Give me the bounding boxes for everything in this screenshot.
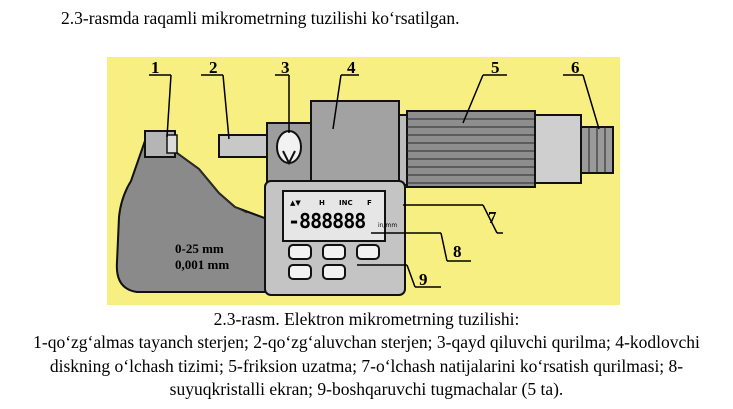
control-button xyxy=(322,264,346,280)
callout-label: 4 xyxy=(347,58,356,77)
thimble xyxy=(406,110,536,188)
callout-label: 8 xyxy=(453,242,462,261)
intro-text: 2.3-rasmda raqamli mikrometrning tuzilis… xyxy=(61,8,460,28)
lcd-readout: -888888 xyxy=(288,209,365,233)
frame-resolution-label: 0,001 mm xyxy=(175,257,229,272)
control-button xyxy=(322,244,346,260)
lcd-indicator: F xyxy=(367,199,372,207)
encoder-body xyxy=(310,100,400,188)
callout-label: 1 xyxy=(151,58,160,77)
frame-range-label: 0-25 mm xyxy=(175,241,224,256)
lcd-indicator: H xyxy=(319,199,325,207)
control-buttons xyxy=(288,244,380,280)
lcd-indicator: ▲▼ xyxy=(290,199,301,207)
figure-caption-body: 1-qo‘zg‘almas tayanch sterjen; 2-qo‘zg‘a… xyxy=(33,332,700,399)
lcd-indicator: INC xyxy=(339,199,353,207)
control-button xyxy=(356,244,380,260)
control-button xyxy=(288,244,312,260)
callout-label: 7 xyxy=(488,208,497,227)
callout-label: 3 xyxy=(281,58,290,77)
micrometer-figure: ▲▼ H INC F -888888 in/mm 0-25 mm 0,001 m… xyxy=(107,57,620,305)
lcd-unit: in/mm xyxy=(378,222,397,229)
lcd-screen xyxy=(282,190,386,242)
callout-label: 6 xyxy=(571,58,580,77)
callout-label: 9 xyxy=(419,270,428,289)
spindle xyxy=(218,134,272,158)
callout-label: 2 xyxy=(209,58,218,77)
lock-knob xyxy=(276,130,302,164)
callout-label: 5 xyxy=(491,58,500,77)
sleeve xyxy=(398,114,408,186)
control-button xyxy=(288,264,312,280)
figure-caption-title: 2.3-rasm. Elektron mikrometrning tuzilis… xyxy=(213,309,520,329)
